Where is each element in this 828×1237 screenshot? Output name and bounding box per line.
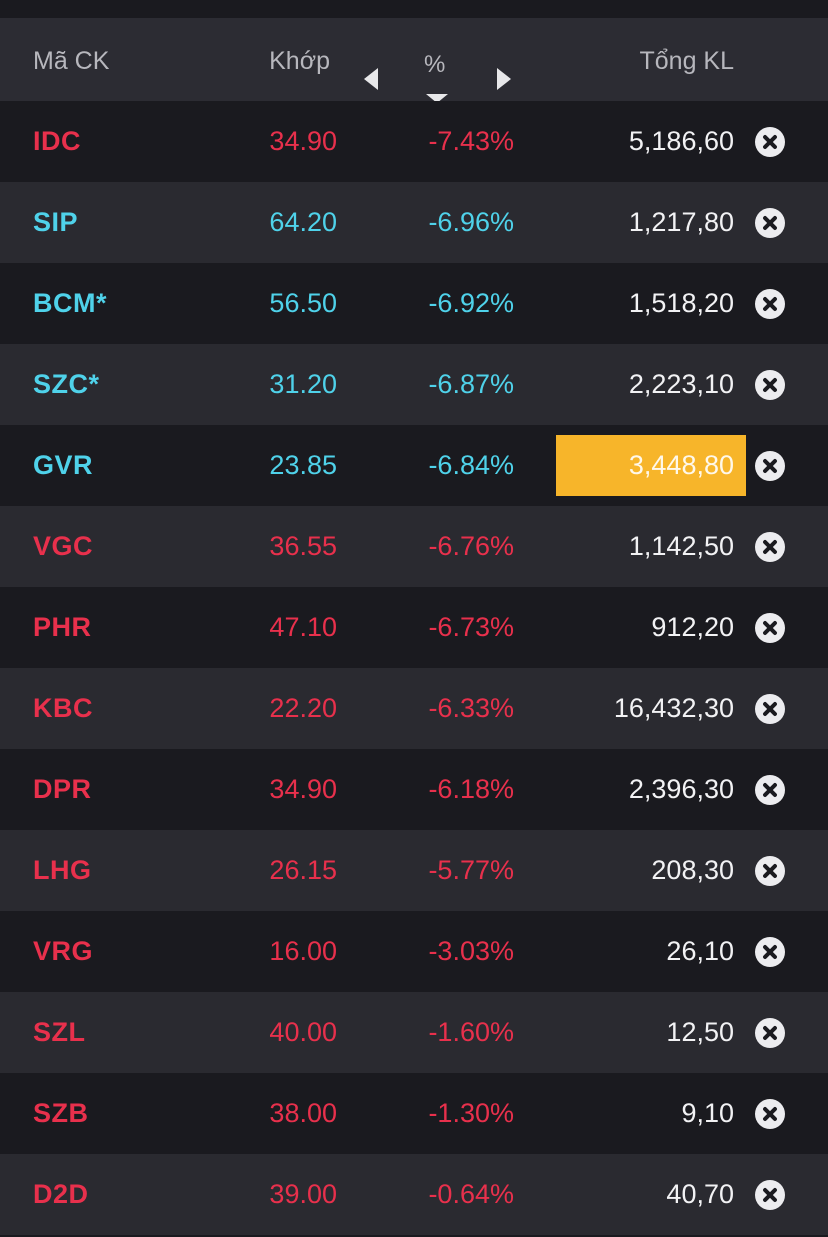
symbol[interactable]: SZL	[33, 1017, 86, 1047]
header-percent[interactable]: %	[424, 51, 446, 78]
table-row[interactable]: SZB 38.00 -1.30% 9,10	[0, 1073, 828, 1154]
match-price: 31.20	[269, 369, 337, 399]
volume-highlight	[556, 435, 746, 496]
percent-change: -7.43%	[428, 126, 514, 156]
remove-icon[interactable]	[755, 370, 785, 400]
percent-change: -1.60%	[428, 1017, 514, 1047]
percent-change: -3.03%	[428, 936, 514, 966]
percent-change: -6.92%	[428, 288, 514, 318]
match-price: 64.20	[269, 207, 337, 237]
table-header: Mã CK Khớp % Tổng KL	[0, 18, 828, 103]
symbol[interactable]: D2D	[33, 1179, 89, 1209]
table-row[interactable]: LHG 26.15 -5.77% 208,30	[0, 830, 828, 911]
match-price: 34.90	[269, 126, 337, 156]
symbol[interactable]: SZC*	[33, 369, 100, 399]
symbol[interactable]: SIP	[33, 207, 79, 237]
match-price: 47.10	[269, 612, 337, 642]
watchlist-rows: IDC 34.90 -7.43% 5,186,60 SIP 64.20 -6.9…	[0, 101, 828, 1235]
symbol[interactable]: BCM*	[33, 288, 107, 318]
match-price: 23.85	[269, 450, 337, 480]
remove-icon[interactable]	[755, 613, 785, 643]
percent-change: -1.30%	[428, 1098, 514, 1128]
total-volume: 5,186,60	[628, 126, 734, 156]
remove-icon[interactable]	[755, 208, 785, 238]
remove-icon[interactable]	[755, 1018, 785, 1048]
table-row[interactable]: SZL 40.00 -1.60% 12,50	[0, 992, 828, 1073]
match-price: 26.15	[269, 855, 337, 885]
percent-change: -6.87%	[428, 369, 514, 399]
match-price: 22.20	[269, 693, 337, 723]
remove-icon[interactable]	[755, 289, 785, 319]
symbol[interactable]: LHG	[33, 855, 92, 885]
match-price: 34.90	[269, 774, 337, 804]
match-price: 40.00	[269, 1017, 337, 1047]
table-row[interactable]: GVR 23.85 -6.84% 3,448,80	[0, 425, 828, 506]
table-row[interactable]: VRG 16.00 -3.03% 26,10	[0, 911, 828, 992]
total-volume: 912,20	[651, 612, 734, 642]
table-row[interactable]: DPR 34.90 -6.18% 2,396,30	[0, 749, 828, 830]
total-volume: 208,30	[651, 855, 734, 885]
percent-change: -6.18%	[428, 774, 514, 804]
remove-icon[interactable]	[755, 451, 785, 481]
total-volume: 2,223,10	[628, 369, 734, 399]
symbol[interactable]: PHR	[33, 612, 92, 642]
percent-change: -6.33%	[428, 693, 514, 723]
table-row[interactable]: SZC* 31.20 -6.87% 2,223,10	[0, 344, 828, 425]
table-row[interactable]: SIP 64.20 -6.96% 1,217,80	[0, 182, 828, 263]
remove-icon[interactable]	[755, 127, 785, 157]
header-total-volume[interactable]: Tổng KL	[639, 47, 734, 75]
percent-change: -6.84%	[428, 450, 514, 480]
remove-icon[interactable]	[755, 856, 785, 886]
total-volume: 1,142,50	[628, 531, 734, 561]
match-price: 38.00	[269, 1098, 337, 1128]
total-volume: 3,448,80	[628, 450, 734, 480]
remove-icon[interactable]	[755, 775, 785, 805]
table-row[interactable]: D2D 39.00 -0.64% 40,70	[0, 1154, 828, 1235]
remove-icon[interactable]	[755, 532, 785, 562]
percent-change: -6.73%	[428, 612, 514, 642]
percent-change: -6.76%	[428, 531, 514, 561]
symbol[interactable]: VRG	[33, 936, 94, 966]
table-row[interactable]: PHR 47.10 -6.73% 912,20	[0, 587, 828, 668]
symbol[interactable]: GVR	[33, 450, 94, 480]
remove-icon[interactable]	[755, 694, 785, 724]
total-volume: 1,217,80	[628, 207, 734, 237]
table-row[interactable]: IDC 34.90 -7.43% 5,186,60	[0, 101, 828, 182]
remove-icon[interactable]	[755, 937, 785, 967]
next-column-icon[interactable]	[497, 68, 511, 90]
total-volume: 40,70	[666, 1179, 734, 1209]
remove-icon[interactable]	[755, 1099, 785, 1129]
top-strip	[0, 0, 828, 18]
total-volume: 12,50	[666, 1017, 734, 1047]
total-volume: 1,518,20	[628, 288, 734, 318]
sort-desc-icon[interactable]	[426, 94, 448, 103]
remove-icon[interactable]	[755, 1180, 785, 1210]
table-row[interactable]: BCM* 56.50 -6.92% 1,518,20	[0, 263, 828, 344]
total-volume: 2,396,30	[628, 774, 734, 804]
prev-column-icon[interactable]	[364, 68, 378, 90]
symbol[interactable]: KBC	[33, 693, 93, 723]
match-price: 56.50	[269, 288, 337, 318]
table-row[interactable]: KBC 22.20 -6.33% 16,432,30	[0, 668, 828, 749]
percent-change: -5.77%	[428, 855, 514, 885]
match-price: 39.00	[269, 1179, 337, 1209]
symbol[interactable]: IDC	[33, 126, 81, 156]
total-volume: 9,10	[681, 1098, 734, 1128]
match-price: 36.55	[269, 531, 337, 561]
percent-change: -0.64%	[428, 1179, 514, 1209]
match-price: 16.00	[269, 936, 337, 966]
symbol[interactable]: VGC	[33, 531, 94, 561]
total-volume: 16,432,30	[613, 693, 734, 723]
header-symbol[interactable]: Mã CK	[33, 47, 110, 75]
symbol[interactable]: SZB	[33, 1098, 89, 1128]
table-row[interactable]: VGC 36.55 -6.76% 1,142,50	[0, 506, 828, 587]
symbol[interactable]: DPR	[33, 774, 92, 804]
header-price[interactable]: Khớp	[269, 47, 330, 75]
total-volume: 26,10	[666, 936, 734, 966]
percent-change: -6.96%	[428, 207, 514, 237]
